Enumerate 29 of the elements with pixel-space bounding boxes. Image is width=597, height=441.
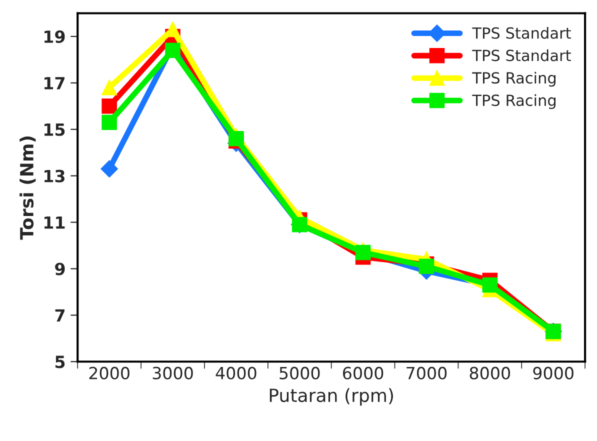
x-tick-label: 5000 — [280, 366, 320, 380]
y-tick-label: 15 — [44, 124, 65, 136]
x-tick-label: 9000 — [533, 366, 574, 380]
point — [100, 160, 118, 178]
point — [228, 131, 244, 146]
point — [102, 114, 117, 130]
legend-label: TPS Racing — [472, 72, 556, 87]
legend-label: TPS Racing — [472, 94, 556, 110]
y-axis-title: Torsi (Nm) — [20, 136, 36, 240]
legend-label: TPS Standart — [472, 49, 571, 62]
x-axis-title: Putaran (rpm) — [270, 388, 393, 406]
y-tick-label: 19 — [44, 30, 65, 44]
point — [102, 80, 117, 96]
point — [165, 42, 180, 58]
x-tick-label: 7000 — [406, 366, 447, 380]
y-tick-label: 9 — [55, 262, 65, 276]
point — [418, 258, 434, 274]
legend-label: TPS Standart — [472, 26, 571, 39]
point — [102, 98, 117, 114]
x-tick-label: 3000 — [152, 366, 193, 380]
x-tick-label: 4000 — [216, 366, 256, 380]
y-tick-label: 17 — [44, 77, 64, 90]
y-tick-label: 13 — [44, 170, 64, 182]
y-tick-label: 11 — [44, 216, 65, 229]
x-tick-label: 6000 — [343, 366, 384, 380]
x-tick-label: 8000 — [470, 366, 510, 380]
y-tick-label: 5 — [55, 356, 65, 368]
x-tick-label: 2000 — [89, 366, 130, 380]
y-tick-label: 7 — [55, 309, 64, 322]
